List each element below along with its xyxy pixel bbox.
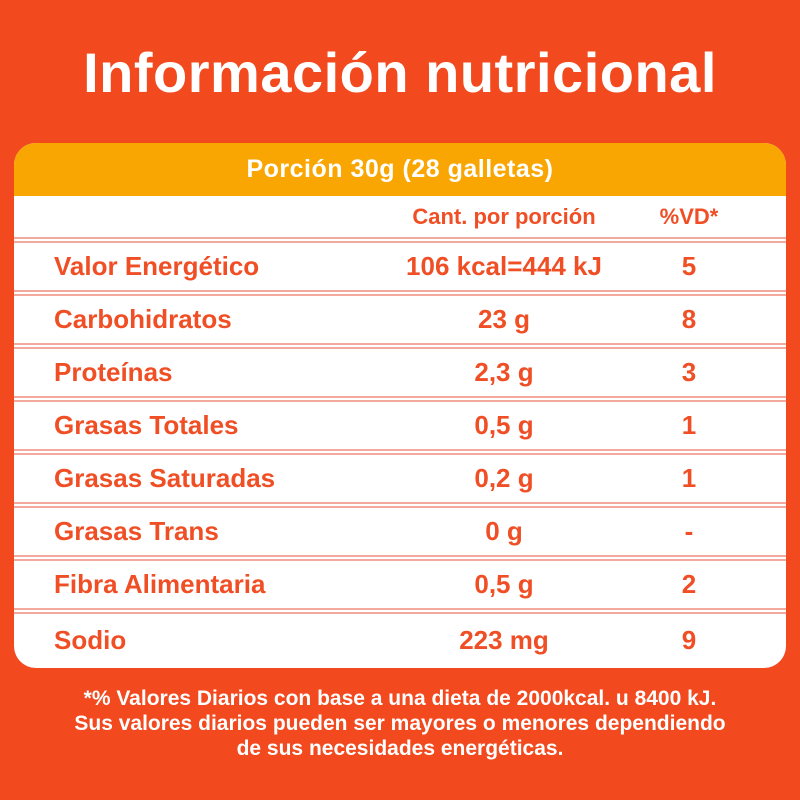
nutrient-amount: 0 g [485,516,523,546]
nutrient-label: Proteínas [54,357,173,387]
nutrient-label: Valor Energético [54,251,260,281]
nutrient-daily-value: 3 [681,357,697,387]
nutrient-label: Sodio [54,625,127,655]
table-row: Valor Energético 106 kcal=444 kJ 5 [14,243,786,296]
nutrient-amount: 106 kcal=444 kJ [406,251,602,281]
nutrient-label: Grasas Totales [54,410,239,440]
nutrient-label: Grasas Saturadas [54,463,276,493]
nutrient-amount: 2,3 g [474,357,534,387]
footnote-line-1: *% Valores Diarios con base a una dieta … [83,687,717,710]
nutrient-label: Fibra Alimentaria [54,569,266,599]
table-row: Proteínas 2,3 g 3 [14,349,786,402]
nutrient-label: Carbohidratos [54,304,232,334]
table-row: Fibra Alimentaria 0,5 g 2 [14,561,786,614]
footnote-line-2: Sus valores diarios pueden ser mayores o… [74,712,726,735]
nutrition-panel: Porción 30g (28 galletas) Cant. por porc… [14,143,786,668]
nutrient-daily-value: 5 [681,251,697,281]
nutrient-daily-value: 2 [681,569,697,599]
footnote-line-3: de sus necesidades energéticas. [236,737,564,760]
nutrient-amount: 0,5 g [474,410,534,440]
table-row: Grasas Trans 0 g - [14,508,786,561]
nutrient-label: Grasas Trans [54,516,219,546]
footnote: *% Valores Diarios con base a una dieta … [0,686,800,761]
nutrient-amount: 223 mg [459,625,549,655]
nutrition-table-body: Valor Energético 106 kcal=444 kJ 5 Carbo… [14,243,786,667]
table-row: Sodio 223 mg 9 [14,614,786,667]
nutrient-daily-value: 1 [681,410,697,440]
amount-column-header: Cant. por porción [412,203,596,229]
column-header-row: Cant. por porción %VD* [14,196,786,243]
nutrient-amount: 0,5 g [474,569,534,599]
table-row: Grasas Saturadas 0,2 g 1 [14,455,786,508]
nutrient-daily-value: 1 [681,463,697,493]
table-row: Carbohidratos 23 g 8 [14,296,786,349]
nutrient-daily-value: 8 [681,304,697,334]
serving-size-header: Porción 30g (28 galletas) [14,143,786,196]
page-title: Información nutricional [83,41,717,104]
table-row: Grasas Totales 0,5 g 1 [14,402,786,455]
nutrient-amount: 0,2 g [474,463,534,493]
nutrient-daily-value: 9 [681,625,697,655]
nutrient-amount: 23 g [477,304,531,334]
nutrient-daily-value: - [684,516,694,546]
daily-value-column-header: %VD* [659,203,719,229]
